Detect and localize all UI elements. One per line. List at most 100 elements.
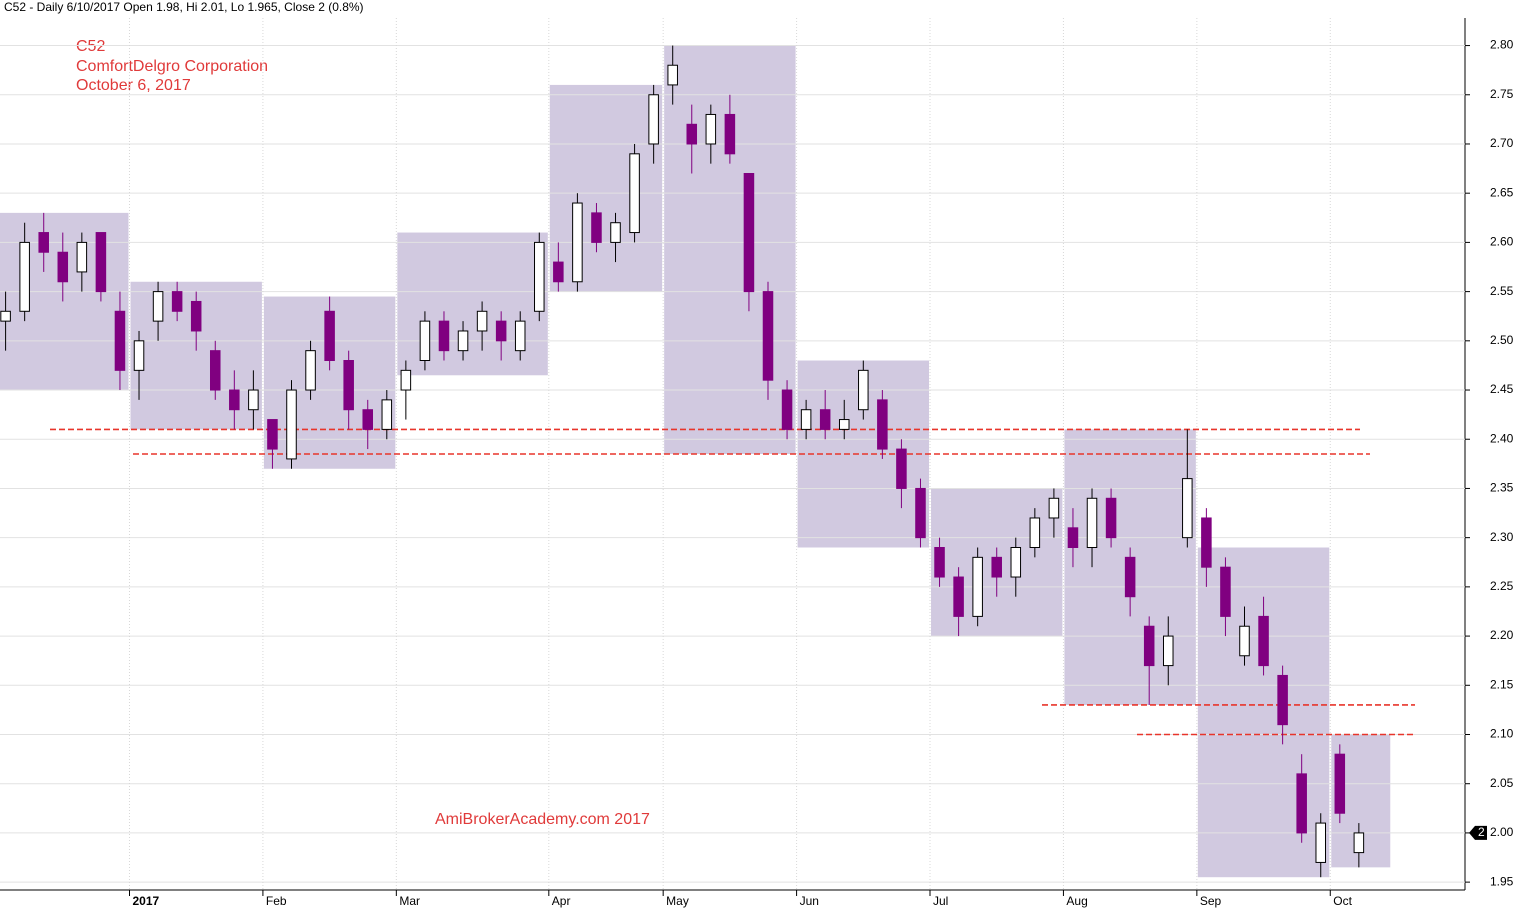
chart-title: ComfortDelgro Corporation [76,58,268,75]
candle-body [1105,497,1117,539]
x-tick-label: Aug [1066,894,1087,908]
candle-body [953,576,964,617]
candle-body [171,291,183,312]
candle-body [190,300,202,332]
candle-body [381,399,393,430]
y-tick-label: 2.55 [1490,284,1514,298]
candle-body [95,232,107,293]
last-price-label: 2 [1478,825,1485,839]
candle-body [286,389,297,460]
range-box [549,84,663,292]
candle-body [781,389,793,430]
candle-body [1029,517,1041,548]
x-tick-label: Oct [1333,894,1352,908]
last-price-marker [1469,825,1487,840]
candle-body [800,409,812,430]
candle-body [476,310,488,332]
y-tick-label: 2.70 [1490,136,1514,150]
y-tick-label: 2.00 [1490,825,1514,839]
candle-body [629,153,640,234]
candle-body [419,320,431,362]
candle-body [19,241,30,312]
y-tick-label: 2.40 [1490,431,1514,445]
y-tick-label: 2.30 [1490,530,1514,544]
candle-body [838,419,850,430]
y-tick-label: 1.95 [1490,874,1514,888]
y-tick-label: 2.25 [1490,579,1514,593]
candle-body [343,360,354,411]
candle-body [705,113,717,145]
candle-body [1162,635,1174,667]
x-tick-label: Jun [800,894,819,908]
candle-body [57,251,69,283]
x-tick-label: 2017 [132,894,159,908]
candle-body [76,241,88,273]
candle-body [152,291,164,322]
candle-body [1201,517,1212,568]
candle-body [1124,556,1136,598]
x-tick-label: Mar [399,894,420,908]
candle-body [114,310,126,371]
y-tick-label: 2.05 [1490,776,1514,790]
range-box [0,212,129,391]
candle-body [209,350,221,391]
candle-body [1258,615,1269,667]
candle-body [743,173,755,293]
candle-body [724,113,736,155]
candle-body [1353,832,1365,854]
candle-body [1010,546,1022,578]
y-tick-label: 2.80 [1490,38,1514,52]
candle-body [877,399,888,450]
candle-body [438,320,450,352]
candle-body [610,222,621,243]
y-tick-label: 2.45 [1490,382,1514,396]
candle-body [1182,478,1193,539]
x-tick-label: Apr [552,894,571,908]
candle-body [324,310,335,362]
y-tick-label: 2.20 [1490,628,1514,642]
candle-body [819,409,831,430]
candle-body [514,320,526,352]
candle-body [686,123,698,145]
candle-body [1239,625,1250,657]
x-tick-label: May [666,894,689,908]
candle-body [400,369,412,391]
candle-body [38,232,49,253]
candle-body [1048,497,1060,519]
y-tick-label: 2.15 [1490,677,1514,691]
y-tick-label: 2.10 [1490,727,1514,741]
candle-body [229,389,240,411]
x-tick-label: Feb [266,894,287,908]
y-tick-label: 2.35 [1490,481,1514,495]
candle-body [915,487,926,539]
candle-body [133,340,145,371]
candle-body [457,330,469,352]
candle-body [1296,773,1307,834]
candle-body [0,310,11,322]
candle-body [934,546,945,578]
candle-body [534,241,545,312]
candle-body [495,320,507,342]
candle-body [762,291,774,381]
candle-body [1334,753,1346,814]
y-tick-label: 2.65 [1490,185,1514,199]
candle-body [896,448,907,489]
candle-body [858,369,869,411]
chart-title: October 6, 2017 [76,77,191,94]
y-tick-label: 2.50 [1490,333,1514,347]
candle-body [1277,674,1288,726]
candle-body [305,350,316,391]
candle-body [648,94,659,145]
candle-body [362,409,374,430]
candle-body [1086,497,1098,548]
chart-title: C52 [76,38,105,55]
candle-body [248,389,259,411]
candle-body [1315,822,1327,863]
candle-body [553,261,564,283]
candle-body [591,212,602,243]
candle-body [667,64,678,86]
x-tick-label: Jul [933,894,948,908]
candle-body [267,419,278,450]
